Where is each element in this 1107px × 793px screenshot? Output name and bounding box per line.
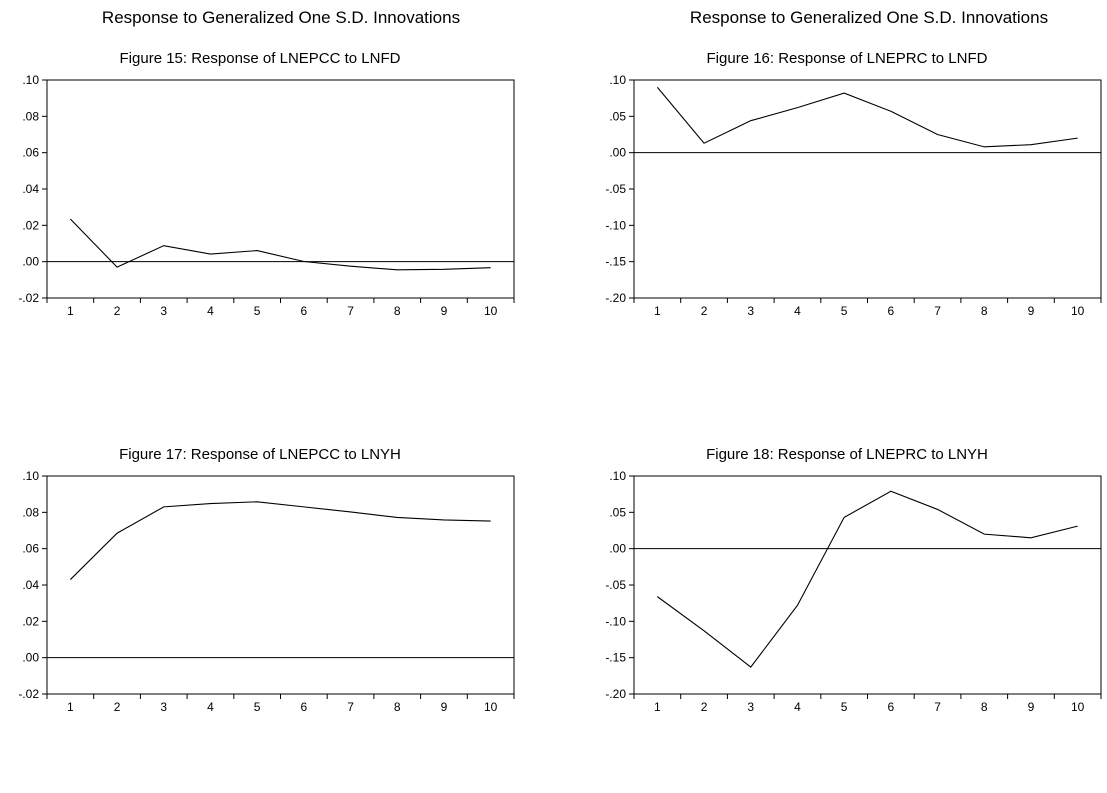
line-chart-fig15: .10 .08 .06 .04 .02 .00 -.02 1 2 3 4 5 6 7 8 9 10 — [18, 73, 515, 318]
response-line — [69, 218, 491, 271]
y-tick-label: .10 — [609, 469, 626, 483]
x-tick-label: 2 — [114, 304, 121, 318]
y-tick-label: -.15 — [605, 651, 626, 665]
y-tick-label: -.05 — [605, 182, 626, 196]
chart-title: Figure 16: Response of LNEPRC to LNFD — [706, 50, 988, 67]
x-tick-label: 7 — [347, 700, 354, 714]
x-tick-label: 6 — [301, 700, 308, 714]
x-tick-label: 1 — [67, 700, 74, 714]
x-tick-label: 3 — [160, 304, 167, 318]
x-tick-label: 4 — [794, 304, 801, 318]
x-tick-label: 10 — [484, 700, 498, 714]
x-tick-label: 6 — [301, 304, 308, 318]
y-tick-label: .06 — [22, 146, 39, 160]
y-tick-label: .08 — [22, 109, 39, 123]
x-tick-label: 4 — [207, 304, 214, 318]
x-tick-label: 5 — [841, 304, 848, 318]
chart-title: Figure 17: Response of LNEPCC to LNYH — [119, 446, 401, 463]
y-tick-label: .04 — [22, 182, 39, 196]
chart-panel-fig18: Figure 18: Response of LNEPRC to LNYH .1… — [587, 446, 1107, 714]
x-tick-label: 10 — [1071, 700, 1085, 714]
chart-title: Figure 15: Response of LNEPCC to LNFD — [119, 50, 401, 67]
y-tick-label: .06 — [22, 542, 39, 556]
x-tick-label: 6 — [888, 304, 895, 318]
y-tick-label: -.20 — [605, 687, 626, 701]
x-tick-label: 3 — [160, 700, 167, 714]
x-tick-label: 4 — [794, 700, 801, 714]
x-tick-label: 2 — [701, 700, 708, 714]
line-chart-fig18: .10 .05 .00 -.05 -.10 -.15 -.20 1 2 3 4 5 6 7 8 9 10 — [605, 469, 1102, 714]
x-tick-label: 1 — [67, 304, 74, 318]
chart-panel-fig15: Figure 15: Response of LNEPCC to LNFD .1… — [0, 50, 520, 318]
y-tick-label: .02 — [22, 614, 39, 628]
y-tick-label: .04 — [22, 578, 39, 592]
figure-title-right: Response to Generalized One S.D. Innovat… — [689, 8, 1049, 27]
y-tick-label: -.02 — [18, 687, 39, 701]
x-tick-label: 7 — [934, 700, 941, 714]
chart-panel-fig17: Figure 17: Response of LNEPCC to LNYH .1… — [0, 446, 520, 714]
x-tick-label: 10 — [1071, 304, 1085, 318]
y-tick-label: -.10 — [605, 218, 626, 232]
x-tick-label: 4 — [207, 700, 214, 714]
y-tick-label: .05 — [609, 109, 626, 123]
y-tick-label: -.05 — [605, 578, 626, 592]
x-tick-label: 5 — [254, 700, 261, 714]
y-tick-label: -.15 — [605, 255, 626, 269]
y-tick-label: .00 — [609, 146, 626, 160]
x-tick-label: 8 — [394, 304, 401, 318]
chart-title: Figure 18: Response of LNEPRC to LNYH — [706, 446, 988, 463]
y-tick-label: .08 — [22, 505, 39, 519]
y-tick-label: -.02 — [18, 291, 39, 305]
plot-frame — [633, 79, 1102, 299]
x-tick-label: 7 — [347, 304, 354, 318]
x-tick-label: 8 — [981, 304, 988, 318]
plot-frame — [633, 475, 1102, 695]
x-tick-label: 5 — [254, 304, 261, 318]
x-tick-label: 1 — [654, 304, 661, 318]
x-tick-label: 1 — [654, 700, 661, 714]
line-chart-fig16: .10 .05 .00 -.05 -.10 -.15 -.20 1 2 3 4 5 6 7 8 9 10 — [605, 73, 1102, 318]
line-chart-fig17: .10 .08 .06 .04 .02 .00 -.02 1 2 3 4 5 6 7 8 9 10 — [18, 469, 515, 714]
x-tick-label: 8 — [394, 700, 401, 714]
x-tick-label: 3 — [747, 700, 754, 714]
y-tick-label: .02 — [22, 218, 39, 232]
chart-panel-fig16: Figure 16: Response of LNEPRC to LNFD .1… — [587, 50, 1107, 318]
x-tick-label: 9 — [441, 700, 448, 714]
y-tick-label: -.10 — [605, 614, 626, 628]
x-tick-label: 2 — [114, 700, 121, 714]
x-tick-label: 8 — [981, 700, 988, 714]
x-tick-label: 9 — [1028, 304, 1035, 318]
y-tick-label: .00 — [22, 651, 39, 665]
x-tick-label: 9 — [1028, 700, 1035, 714]
x-tick-label: 6 — [888, 700, 895, 714]
plot-frame — [46, 79, 515, 299]
response-line — [69, 501, 491, 580]
x-tick-label: 5 — [841, 700, 848, 714]
plot-frame — [46, 475, 515, 695]
y-tick-label: .10 — [609, 73, 626, 87]
x-tick-label: 3 — [747, 304, 754, 318]
y-tick-label: -.20 — [605, 291, 626, 305]
x-tick-label: 7 — [934, 304, 941, 318]
response-line — [656, 86, 1078, 148]
y-tick-label: .00 — [22, 255, 39, 269]
y-tick-label: .05 — [609, 505, 626, 519]
y-tick-label: .10 — [22, 73, 39, 87]
figure-title-left: Response to Generalized One S.D. Innovat… — [101, 8, 461, 27]
x-tick-label: 9 — [441, 304, 448, 318]
y-tick-label: .10 — [22, 469, 39, 483]
response-line — [657, 490, 1078, 668]
x-tick-label: 10 — [484, 304, 498, 318]
y-tick-label: .00 — [609, 542, 626, 556]
x-tick-label: 2 — [701, 304, 708, 318]
